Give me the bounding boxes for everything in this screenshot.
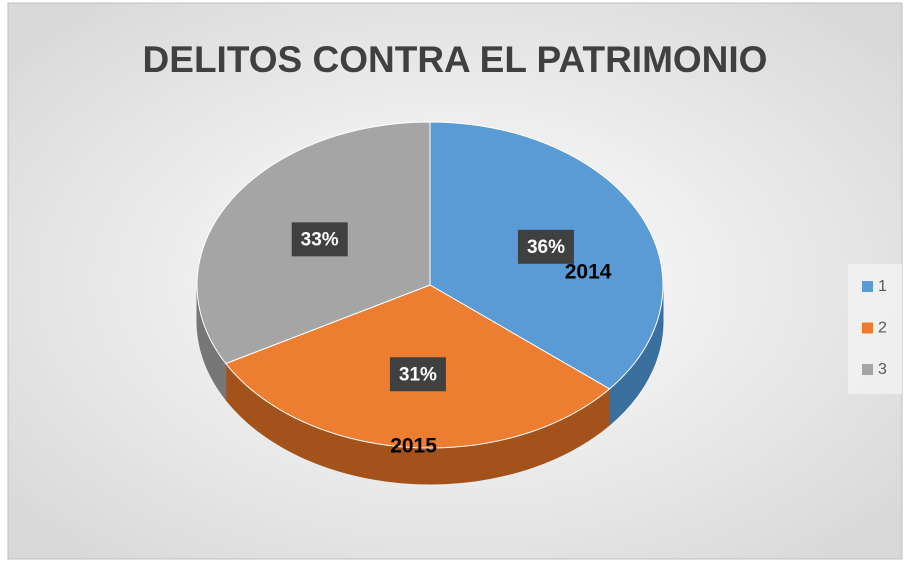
legend-box [848,264,902,394]
legend-swatch [862,322,873,334]
data-label: 36% [527,237,565,258]
data-label: 33% [301,229,339,250]
legend-swatch [862,364,873,375]
data-label-box [291,222,348,257]
chart-title: DELITOS CONTRA EL PATRIMONIO [143,39,768,80]
data-label-box [517,229,574,264]
legend-label: 3 [878,361,887,378]
legend-swatch [862,281,873,292]
annotation: 2015 [390,434,437,457]
data-label: 31% [399,364,437,385]
data-label-box [389,357,446,392]
legend-label: 2 [878,320,887,337]
annotation: 2014 [565,260,612,283]
legend-label: 1 [878,278,887,295]
